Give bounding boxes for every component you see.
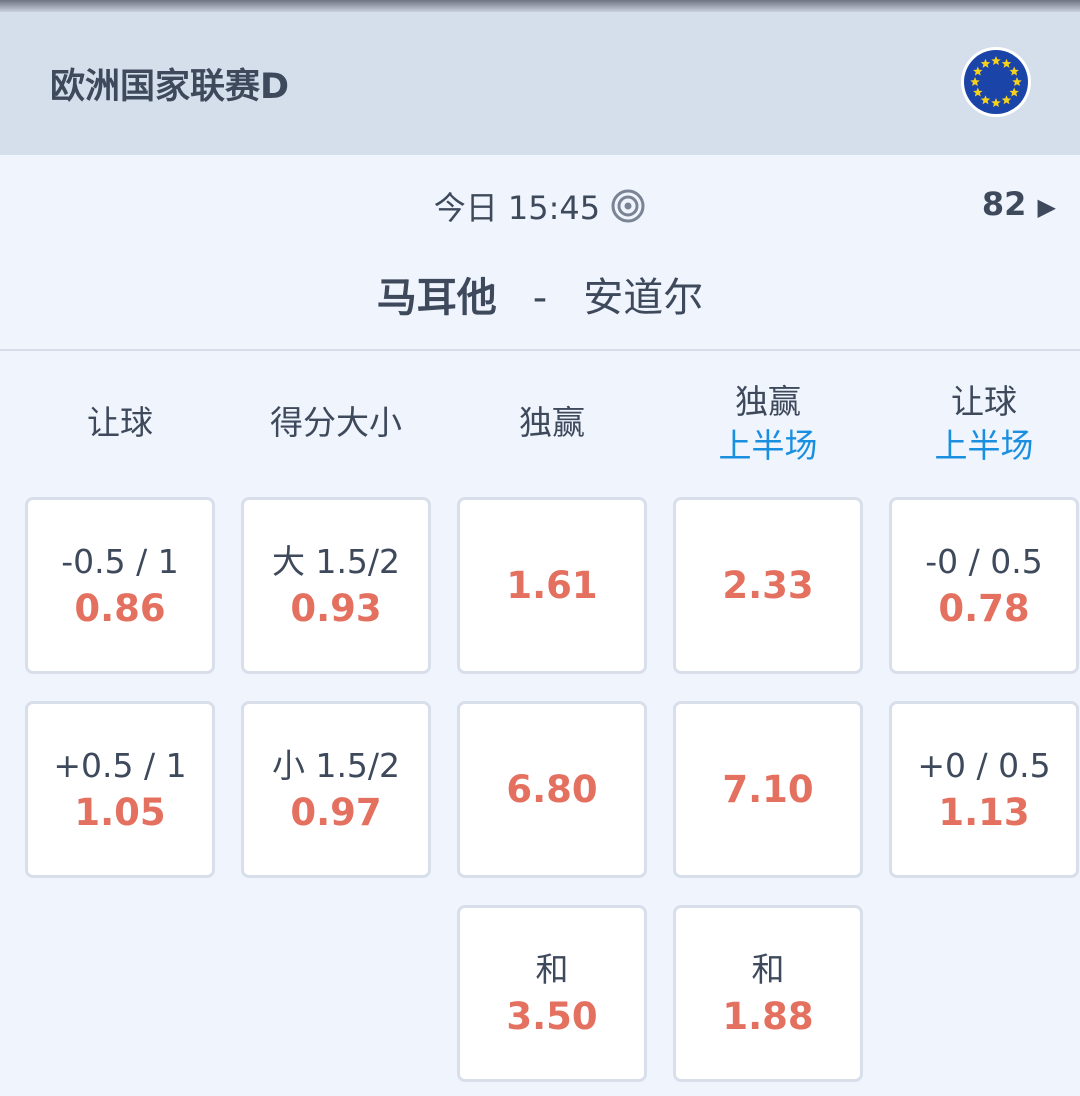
odds-value: 6.80 bbox=[506, 767, 598, 811]
star bbox=[973, 87, 983, 97]
star bbox=[1012, 77, 1022, 87]
column-header: 得分大小 bbox=[270, 403, 402, 442]
odds-button[interactable]: -0.5 / 1 0.86 bbox=[25, 497, 215, 674]
handicap-line: 大 1.5/2 bbox=[271, 541, 401, 581]
league-header[interactable] bbox=[0, 12, 1080, 155]
chevron-right-icon: ▶ bbox=[1037, 193, 1056, 221]
column-header: 让球 bbox=[87, 403, 153, 442]
match-time: 今日 15:45 bbox=[0, 183, 1080, 229]
handicap-line: 和 bbox=[751, 949, 785, 989]
odds-button[interactable]: 小 1.5/2 0.97 bbox=[241, 701, 431, 878]
odds-button[interactable]: 6.80 bbox=[457, 701, 647, 878]
divider bbox=[0, 349, 1080, 351]
star bbox=[980, 95, 991, 105]
odds-value: 0.97 bbox=[290, 790, 382, 834]
status-bar-shadow bbox=[0, 0, 1080, 12]
odds-button[interactable]: 和 3.50 bbox=[457, 905, 647, 1082]
column-header: 让球 上半场 bbox=[934, 382, 1034, 465]
odds-button[interactable]: 和 1.88 bbox=[673, 905, 863, 1082]
column-header: 独赢 上半场 bbox=[718, 382, 818, 465]
odds-value: 1.13 bbox=[938, 790, 1030, 834]
odds-button[interactable]: 2.33 bbox=[673, 497, 863, 674]
column-header: 独赢 bbox=[519, 403, 585, 442]
star bbox=[1001, 58, 1012, 68]
odds-value: 1.05 bbox=[74, 790, 166, 834]
handicap-line: 和 bbox=[535, 949, 569, 989]
handicap-line: 小 1.5/2 bbox=[271, 745, 401, 785]
star bbox=[980, 58, 991, 68]
handicap-line: +0 / 0.5 bbox=[917, 745, 1051, 785]
odds-button[interactable]: 1.61 bbox=[457, 497, 647, 674]
more-markets-button[interactable]: 82 ▶ bbox=[981, 185, 1056, 223]
away-team: 安道尔 bbox=[583, 275, 704, 321]
home-team: 马耳他 bbox=[376, 275, 497, 321]
eu-flag-icon bbox=[961, 47, 1031, 117]
star bbox=[1009, 87, 1019, 97]
target-icon bbox=[611, 189, 645, 223]
odds-value: 1.88 bbox=[722, 994, 814, 1038]
handicap-line: -0.5 / 1 bbox=[61, 541, 179, 581]
odds-value: 2.33 bbox=[722, 563, 814, 607]
match-teams: 马耳他 - 安道尔 bbox=[376, 275, 704, 321]
league-title: 欧洲国家联赛D bbox=[50, 67, 290, 107]
odds-value: 3.50 bbox=[506, 994, 598, 1038]
odds-value: 7.10 bbox=[722, 767, 814, 811]
handicap-line: +0.5 / 1 bbox=[53, 745, 187, 785]
star bbox=[1009, 66, 1019, 76]
star bbox=[970, 77, 980, 87]
odds-value: 0.86 bbox=[74, 586, 166, 630]
star bbox=[991, 56, 1001, 66]
handicap-line: -0 / 0.5 bbox=[925, 541, 1043, 581]
star bbox=[1001, 95, 1012, 105]
odds-button[interactable]: +0.5 / 1 1.05 bbox=[25, 701, 215, 878]
star bbox=[991, 98, 1001, 108]
odds-value: 1.61 bbox=[506, 563, 598, 607]
odds-value: 0.93 bbox=[290, 586, 382, 630]
odds-button[interactable]: 7.10 bbox=[673, 701, 863, 878]
odds-value: 0.78 bbox=[938, 586, 1030, 630]
star bbox=[973, 66, 983, 76]
odds-button[interactable]: -0 / 0.5 0.78 bbox=[889, 497, 1079, 674]
odds-button[interactable]: +0 / 0.5 1.13 bbox=[889, 701, 1079, 878]
odds-button[interactable]: 大 1.5/2 0.93 bbox=[241, 497, 431, 674]
